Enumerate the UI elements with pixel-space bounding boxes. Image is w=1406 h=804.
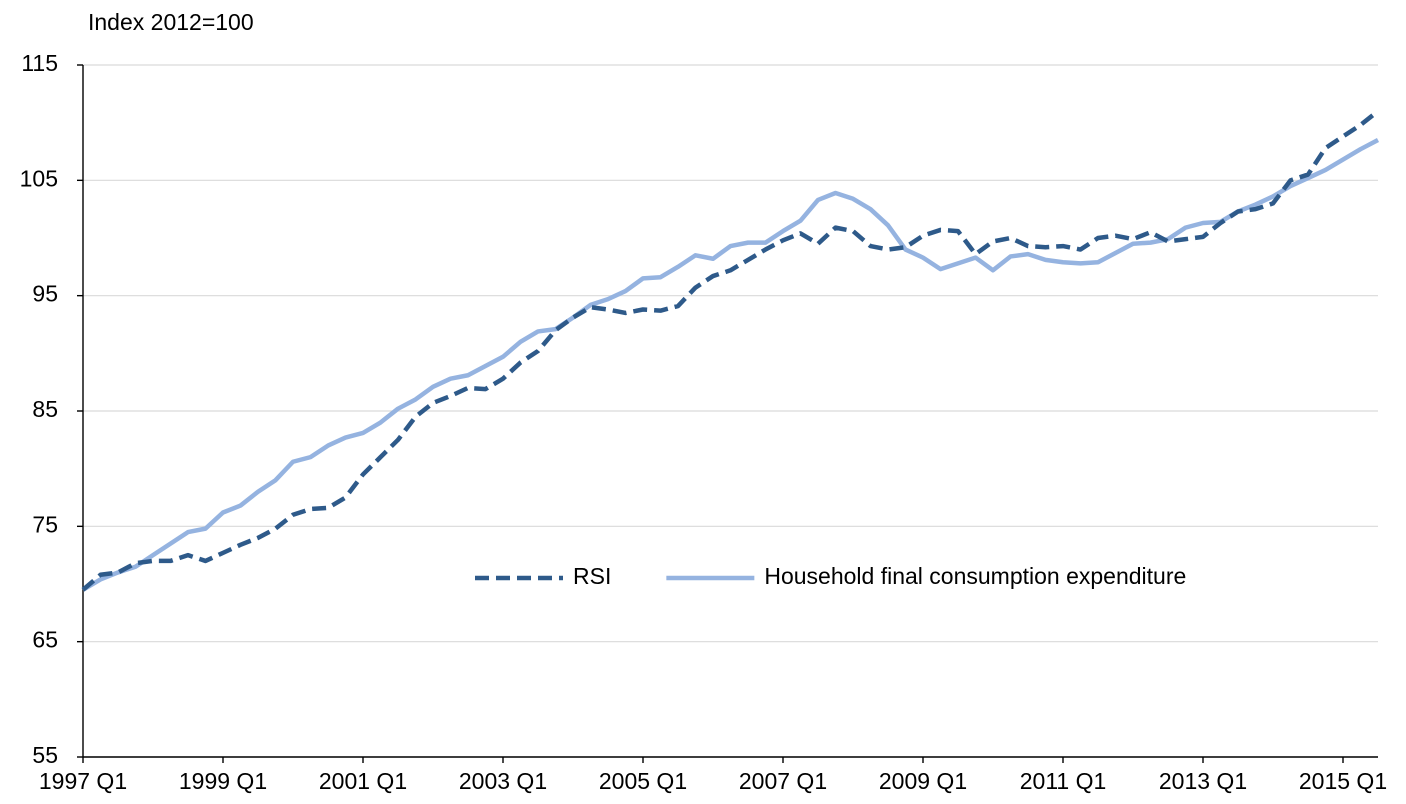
series-line [81,137,1380,592]
x-tick-label: 1999 Q1 [179,768,267,794]
y-tick-label: 55 [32,742,58,768]
y-tick-label: 75 [32,511,58,537]
y-tick-label: 115 [21,50,58,76]
y-tick-label: 105 [20,165,58,191]
x-tick-label: 1997 Q1 [39,768,127,794]
x-tick-label: 2003 Q1 [459,768,547,794]
x-tick-label: 2005 Q1 [599,768,687,794]
y-tick-label: 95 [32,281,58,307]
x-tick-label: 2013 Q1 [1159,768,1247,794]
x-tick-label: 2007 Q1 [739,768,827,794]
x-tick-label: 2009 Q1 [879,768,967,794]
y-axis-label: Index 2012=100 [88,9,254,35]
x-tick-label: 2015 Q1 [1299,768,1387,794]
x-tick-label: 2011 Q1 [1020,768,1107,794]
legend-label: Household final consumption expenditure [764,563,1186,589]
y-tick-label: 65 [32,627,58,653]
series-line [81,109,1380,592]
x-tick-label: 2001 Q1 [319,768,407,794]
y-tick-label: 85 [32,396,58,422]
legend-label: RSI [573,563,611,589]
